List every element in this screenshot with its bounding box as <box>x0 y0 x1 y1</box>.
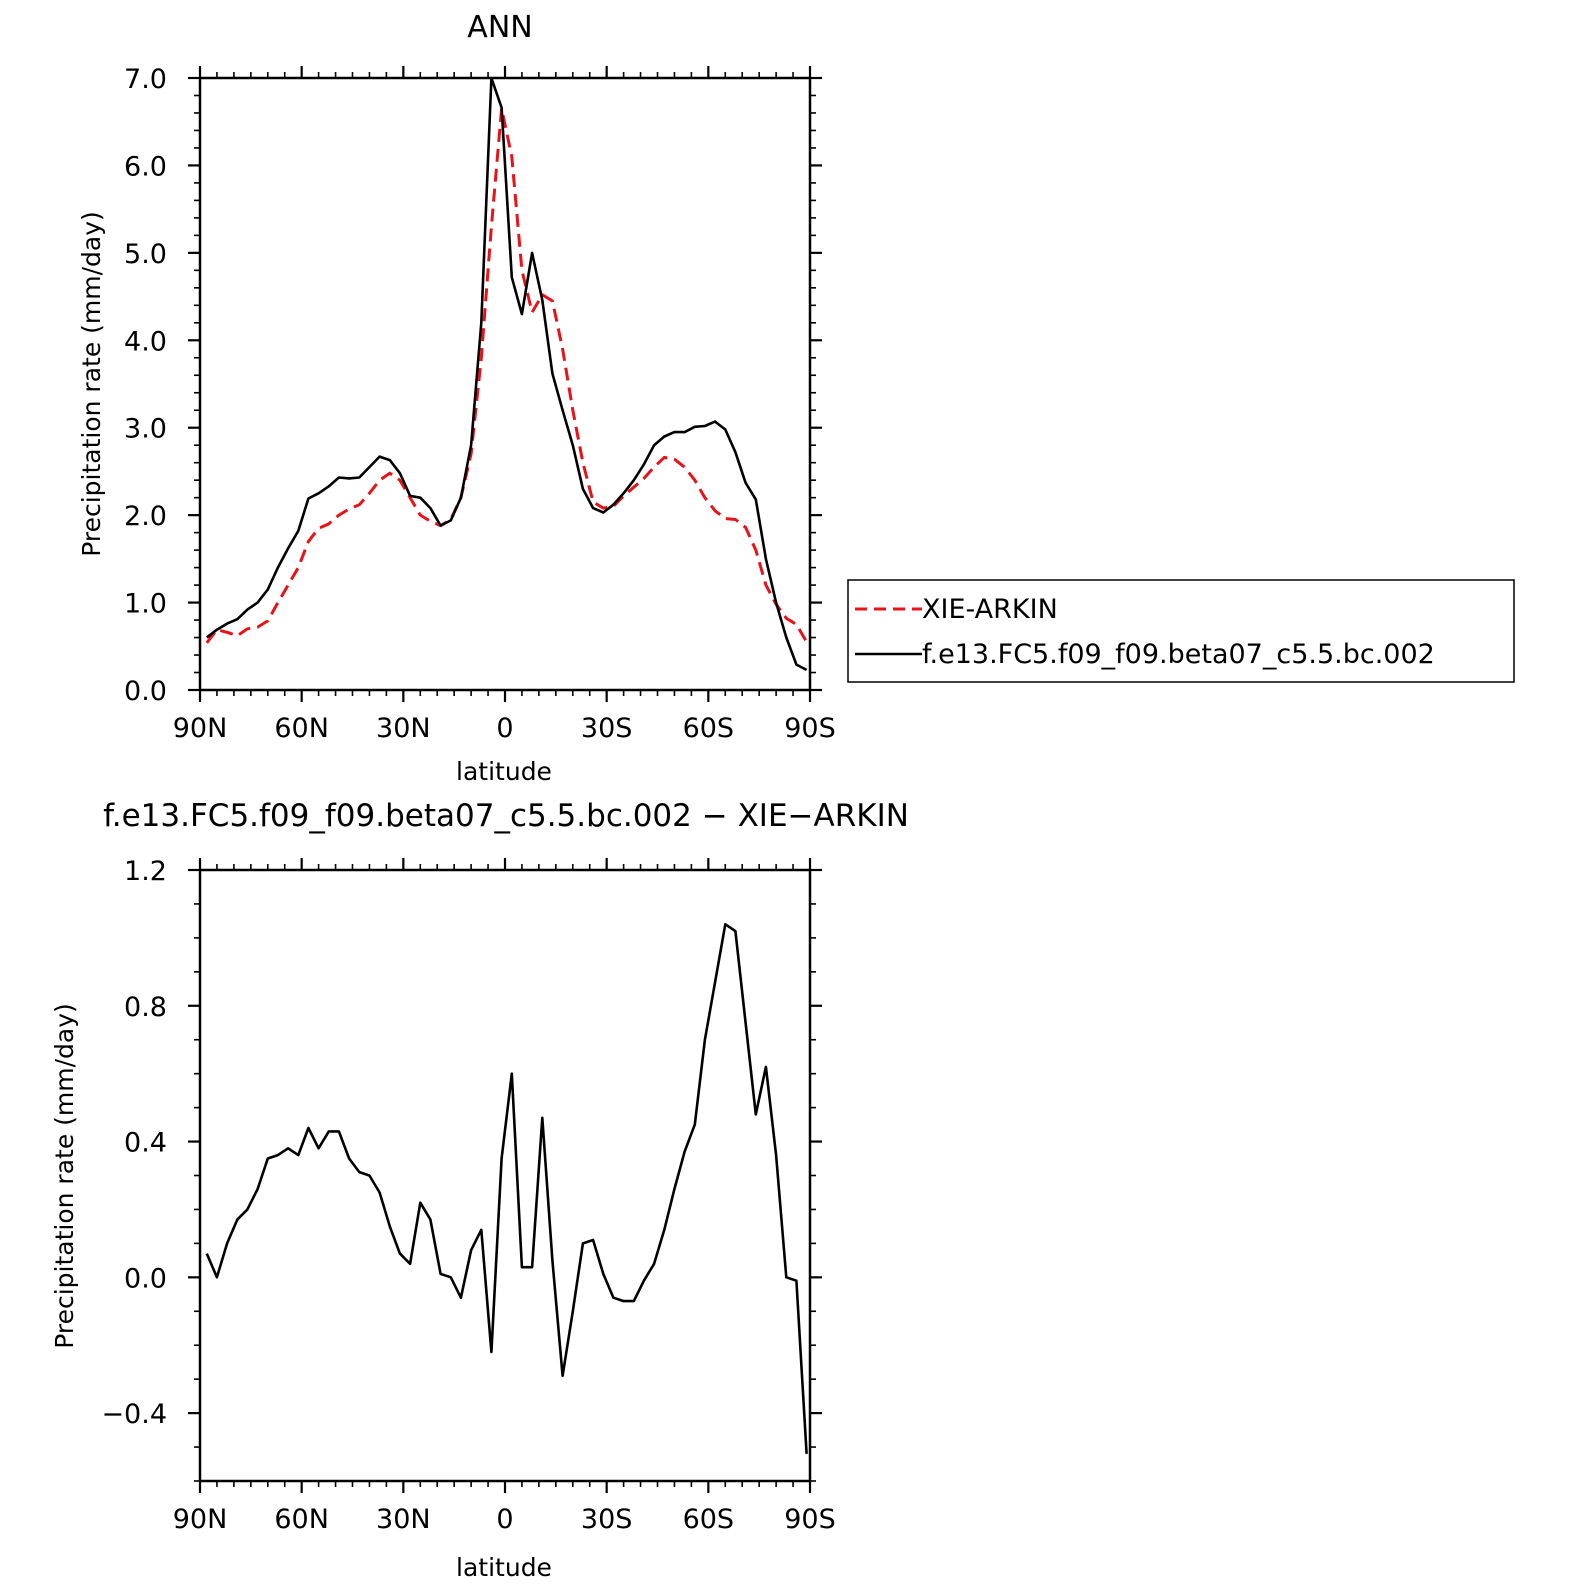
y-tick-label: −0.4 <box>101 1399 167 1430</box>
legend: XIE-ARKIN f.e13.FC5.f09_f09.beta07_c5.5.… <box>847 579 1515 683</box>
x-tick-label: 0 <box>496 1504 513 1535</box>
y-tick-label: 6.0 <box>124 151 167 182</box>
x-tick-label: 0 <box>496 713 513 744</box>
y-axis-label: Precipitation rate (mm/day) <box>50 1003 79 1349</box>
y-axis-label: Precipitation rate (mm/day) <box>77 211 106 557</box>
x-axis: 90N 60N 30N 0 30S 60S 90S <box>173 858 836 1535</box>
y-tick-label: 3.0 <box>124 414 167 445</box>
difference-chart-title: f.e13.FC5.f09_f09.beta07_c5.5.bc.002 − X… <box>103 798 909 834</box>
chart-title: ANN <box>467 10 532 45</box>
y-tick-label: 7.0 <box>124 64 167 95</box>
x-tick-label: 30N <box>376 713 431 744</box>
series-line-0 <box>205 107 808 644</box>
x-tick-label: 30S <box>581 1504 633 1535</box>
y-tick-label: 5.0 <box>124 239 167 270</box>
legend-label-xie-arkin: XIE-ARKIN <box>922 594 1058 625</box>
y-tick-label: 0.4 <box>124 1128 167 1159</box>
x-tick-label: 30S <box>581 713 633 744</box>
y-tick-label: 1.0 <box>124 589 167 620</box>
series-line-1 <box>206 76 808 672</box>
plot-area <box>205 922 808 1454</box>
top-panel: ANN 90N 60N 30N 0 30S 60S 90S 0.0 1.0 2.0 3.0 4.0 5… <box>77 10 836 786</box>
x-tick-label: 90S <box>784 1504 836 1535</box>
bottom-panel: f.e13.FC5.f09_f09.beta07_c5.5.bc.002 − X… <box>50 798 909 1582</box>
x-tick-label: 30N <box>376 1504 431 1535</box>
legend-box <box>847 579 1515 683</box>
series-line-0 <box>205 922 808 1454</box>
y-tick-label: 0.0 <box>124 1263 167 1294</box>
x-axis: 90N 60N 30N 0 30S 60S 90S <box>173 66 836 744</box>
y-tick-label: 1.2 <box>124 856 167 887</box>
x-tick-label: 90N <box>173 1504 228 1535</box>
y-tick-label: 0.0 <box>124 676 167 707</box>
y-axis: −0.4 0.0 0.4 0.8 1.2 <box>101 856 822 1482</box>
x-axis-label: latitude <box>456 1553 552 1582</box>
y-tick-label: 4.0 <box>124 326 167 357</box>
x-tick-label: 90S <box>784 713 836 744</box>
plot-area <box>205 76 808 672</box>
y-tick-label: 2.0 <box>124 501 167 532</box>
x-tick-label: 60N <box>274 713 329 744</box>
x-tick-label: 60N <box>274 1504 329 1535</box>
y-tick-label: 0.8 <box>124 992 167 1023</box>
x-tick-label: 60S <box>683 1504 735 1535</box>
x-tick-label: 90N <box>173 713 228 744</box>
x-axis-label: latitude <box>456 757 552 786</box>
legend-label-model: f.e13.FC5.f09_f09.beta07_c5.5.bc.002 <box>922 639 1435 670</box>
x-tick-label: 60S <box>683 713 735 744</box>
y-axis: 0.0 1.0 2.0 3.0 4.0 5.0 6.0 7.0 <box>124 64 822 707</box>
